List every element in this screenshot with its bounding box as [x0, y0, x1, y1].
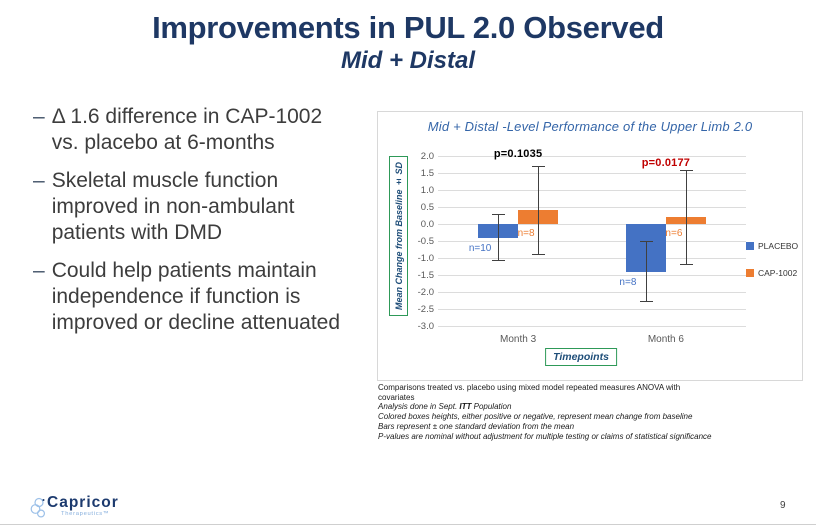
x-axis-label: Timepoints	[553, 351, 609, 363]
capricor-cells-icon	[30, 497, 46, 518]
p-value-label-month-6: p=0.0177	[641, 157, 691, 169]
bullet-dash-icon: –	[33, 169, 45, 192]
logo-name: Capricor	[47, 494, 119, 511]
footnote-line: Analysis done in Sept. ITT Population	[378, 402, 512, 412]
error-bar-line	[685, 169, 687, 265]
chart-legend: PLACEBO CAP-1002	[746, 241, 798, 278]
footnote-line: P-values are nominal without adjustment …	[378, 431, 712, 441]
n-label-placebo-month-3: n=10	[468, 242, 492, 254]
slide-title: Improvements in PUL 2.0 Observed	[152, 10, 664, 45]
legend-item: PLACEBO	[746, 241, 798, 251]
logo-text: Capricor Therapeutics™	[47, 494, 119, 517]
error-bar-cap	[639, 301, 653, 303]
page-number: 9	[780, 500, 786, 511]
capricor-logo: Capricor Therapeutics™	[30, 494, 119, 520]
error-bar-line	[498, 213, 500, 262]
legend-label: PLACEBO	[758, 241, 799, 251]
p-value-label-month-3: p=0.1035	[493, 148, 543, 160]
chart-title: Mid + Distal -Level Performance of the U…	[427, 119, 753, 134]
y-tick-label: -0.5	[417, 236, 434, 247]
slide-subtitle: Mid + Distal	[340, 47, 476, 74]
gridline	[438, 292, 746, 293]
gridline	[438, 190, 746, 191]
y-tick-label: 0.5	[420, 202, 434, 213]
error-bar-cap	[492, 213, 506, 215]
n-label-cap-1002-month-3: n=8	[517, 228, 535, 239]
n-label-placebo-month-6: n=8	[619, 276, 637, 288]
error-bar-cap	[639, 241, 653, 242]
legend-item: CAP-1002	[746, 268, 798, 278]
gridline	[438, 309, 746, 310]
x-tick-label-month-3: Month 3	[500, 334, 537, 345]
gridline	[438, 156, 746, 157]
bullet-item: – Could help patients maintain independe…	[33, 258, 373, 336]
error-bar-line	[645, 241, 647, 303]
bullet-text: Could help patients maintain independenc…	[51, 259, 341, 334]
x-axis-label-box: Timepoints	[545, 348, 617, 366]
y-tick-label: -3.0	[417, 321, 434, 332]
legend-swatch	[746, 242, 754, 250]
x-tick-label-month-6: Month 6	[647, 334, 684, 345]
bullet-item: – Δ 1.6 difference in CAP-1002 vs. place…	[33, 104, 373, 156]
footnote-line: covariates	[378, 392, 415, 402]
error-bar-cap	[532, 166, 546, 168]
gridline	[438, 275, 746, 276]
logo-subtitle: Therapeutics™	[61, 511, 110, 518]
legend-swatch	[746, 269, 754, 277]
gridline	[438, 241, 746, 242]
gridline	[438, 173, 746, 174]
legend-label: CAP-1002	[758, 268, 798, 278]
y-tick-label: 1.0	[420, 185, 434, 196]
y-tick-label: -1.5	[417, 270, 434, 281]
error-bar-cap	[679, 169, 693, 171]
n-label-cap-1002-month-6: n=6	[665, 228, 683, 239]
plot-area: 2.0 1.5 1.0 0.5 0.0 -0.5 -1.0 -1.5 -2.0 -2.5 -3.0 M…	[418, 148, 746, 345]
gridline	[438, 258, 746, 259]
footnote-bold-text: ITT	[459, 402, 472, 412]
gridline	[438, 326, 746, 327]
y-tick-label: 2.0	[420, 151, 434, 162]
bullet-item: – Skeletal muscle function improved in n…	[33, 168, 373, 246]
bottom-rule	[0, 524, 816, 525]
chart-panel: Mid + Distal -Level Performance of the U…	[377, 111, 803, 381]
gridline	[438, 207, 746, 208]
bullet-dash-icon: –	[33, 105, 45, 128]
bullet-text: Δ 1.6 difference in CAP-1002 vs. placebo…	[51, 105, 323, 154]
bullet-dash-icon: –	[33, 259, 45, 282]
y-tick-label: -2.5	[417, 304, 434, 315]
error-bar-cap	[679, 263, 693, 265]
footnote-line: Bars represent ± one standard deviation …	[378, 421, 575, 431]
footnote-line: Comparisons treated vs. placebo using mi…	[378, 383, 681, 392]
bullet-list: – Δ 1.6 difference in CAP-1002 vs. place…	[33, 104, 373, 348]
y-axis-label-box: Mean Change from Baseline ± SD	[389, 156, 408, 316]
title-block: Improvements in PUL 2.0 Observed Mid + D…	[0, 10, 816, 75]
error-bar-cap	[492, 260, 506, 262]
gridline	[438, 224, 746, 225]
error-bar-line	[538, 166, 540, 255]
y-tick-label: -1.0	[417, 253, 434, 264]
error-bar-cap	[532, 253, 546, 255]
y-tick-label: -2.0	[417, 287, 434, 298]
y-tick-label: 1.5	[420, 168, 434, 179]
bullet-text: Skeletal muscle function improved in non…	[51, 169, 295, 244]
footnote-line: Colored boxes heights, either positive o…	[378, 412, 693, 422]
footnotes-block: Comparisons treated vs. placebo using mi…	[378, 383, 810, 441]
y-tick-label: 0.0	[420, 219, 434, 230]
